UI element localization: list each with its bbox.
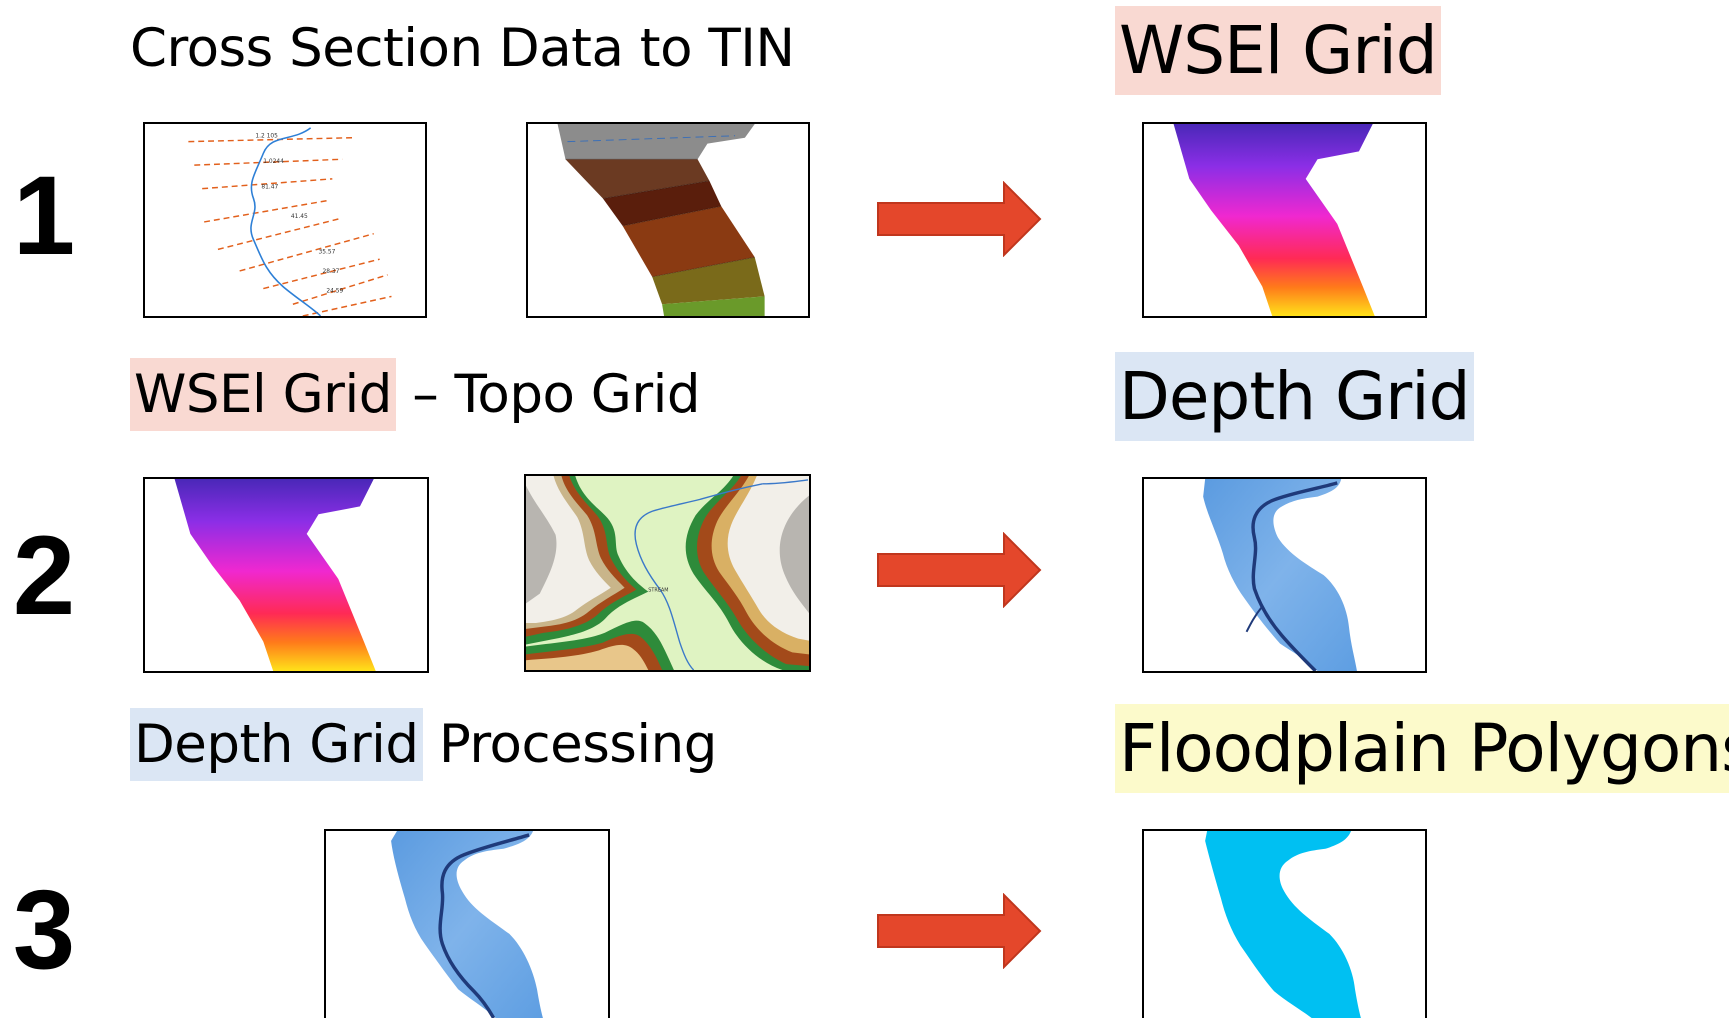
arrow-2-icon [876,532,1042,608]
depth-grid-input-image [324,829,610,1018]
step-1-result-heading: WSEl Grid [1115,6,1441,95]
arrow-1-icon [876,181,1042,257]
depth-grid-output-image [1142,477,1427,673]
step-number-1: 1 [12,153,76,278]
tin-surface-image [526,122,810,318]
arrow-3-icon [876,893,1042,969]
svg-text:24.59: 24.59 [326,289,343,295]
svg-text:41.45: 41.45 [291,214,308,220]
cross-section-lines-image: 1.2 105 1.0244 81.47 41.45 35.57 28.37 2… [143,122,427,318]
floodplain-polygons-result-label: Floodplain Polygons [1115,704,1729,793]
svg-text:1.2 105: 1.2 105 [255,134,278,140]
step-2-heading-highlight: WSEl Grid [130,358,396,431]
svg-text:81.47: 81.47 [261,185,278,191]
step-number-2: 2 [12,513,76,638]
step-3-heading-highlight: Depth Grid [130,708,423,781]
floodplain-polygon-output-image [1142,829,1427,1018]
step-1-heading: Cross Section Data to TIN [130,22,795,75]
step-number-3: 3 [12,867,76,992]
step-3-heading: Depth Grid Processing [130,708,717,781]
step-2-heading: WSEl Grid – Topo Grid [130,358,700,431]
wsel-grid-input-image [143,477,429,673]
wsel-grid-output-image [1142,122,1427,318]
depth-grid-result-label: Depth Grid [1115,352,1474,441]
svg-text:35.57: 35.57 [319,249,336,255]
svg-text:1.0244: 1.0244 [263,159,284,165]
step-3-result-heading: Floodplain Polygons [1115,704,1729,793]
step-2-heading-rest: – Topo Grid [395,364,700,425]
step-1-heading-text: Cross Section Data to TIN [130,18,795,79]
step-2-result-heading: Depth Grid [1115,352,1474,441]
topo-grid-image: STREAM [524,474,811,672]
svg-text:28.37: 28.37 [322,269,339,275]
svg-text:STREAM: STREAM [648,588,668,594]
wsel-grid-result-label: WSEl Grid [1115,6,1441,95]
step-3-heading-rest: Processing [422,714,718,775]
